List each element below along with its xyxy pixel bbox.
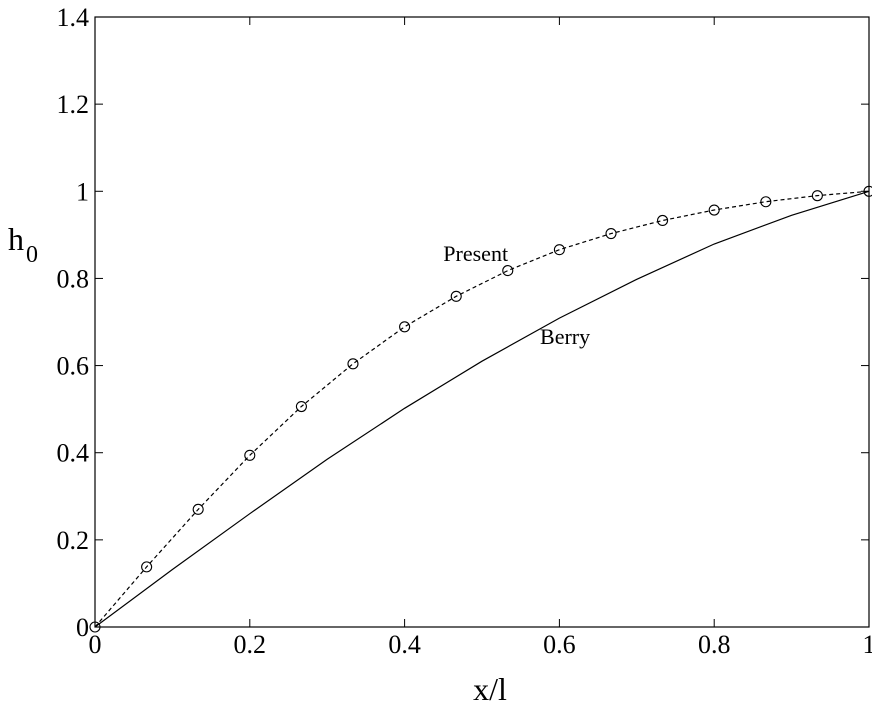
data-point-present: [553, 244, 565, 256]
series-line-berry: [94, 190, 870, 628]
data-point-present: [708, 204, 720, 216]
y-axis-label-main: h: [8, 221, 24, 257]
y-tick-label: 0.2: [57, 526, 90, 555]
data-point-present: [811, 190, 823, 202]
x-axis-label: x/l: [473, 671, 507, 704]
x-tick-label: 0: [89, 630, 102, 659]
y-axis-ticks: 0 0.2 0.4 0.6 0.8 1 1.2 1.4: [57, 3, 869, 642]
data-point-present: [192, 503, 204, 515]
annotation-present: Present: [443, 241, 508, 266]
data-point-present: [244, 449, 256, 461]
data-point-present: [657, 214, 669, 227]
y-tick-label: 0.4: [57, 439, 90, 468]
y-tick-label: 0.6: [57, 352, 90, 381]
y-tick-label: 1.2: [57, 90, 90, 119]
plot-frame: [94, 16, 870, 628]
data-point-present: [605, 228, 617, 240]
x-tick-label: 0.4: [388, 630, 421, 659]
x-tick-label: 0.8: [698, 630, 731, 659]
data-point-present: [760, 196, 772, 208]
data-point-present: [347, 358, 359, 370]
y-tick-label: 1.4: [57, 3, 90, 32]
data-point-present: [399, 321, 411, 333]
y-tick-label: 1: [76, 177, 89, 206]
x-axis-ticks: 0 0.2 0.4 0.6 0.8 1: [89, 17, 872, 659]
y-tick-label: 0: [76, 613, 89, 642]
y-axis-label: h0: [8, 221, 38, 268]
series-layer: [89, 185, 872, 633]
data-point-present: [502, 265, 514, 277]
data-point-present: [89, 621, 101, 633]
annotation-berry: Berry: [540, 324, 590, 349]
series-line-present: [94, 190, 870, 628]
data-point-present: [141, 561, 153, 573]
x-tick-label: 0.2: [234, 630, 267, 659]
data-point-present: [295, 400, 307, 413]
y-tick-label: 0.8: [57, 264, 90, 293]
data-point-present: [863, 185, 872, 197]
annotations: Present Berry: [443, 241, 590, 349]
data-point-present: [450, 290, 462, 302]
y-axis-label-subscript: 0: [26, 242, 38, 268]
x-tick-label: 0.6: [543, 630, 576, 659]
x-tick-label: 1: [863, 630, 872, 659]
